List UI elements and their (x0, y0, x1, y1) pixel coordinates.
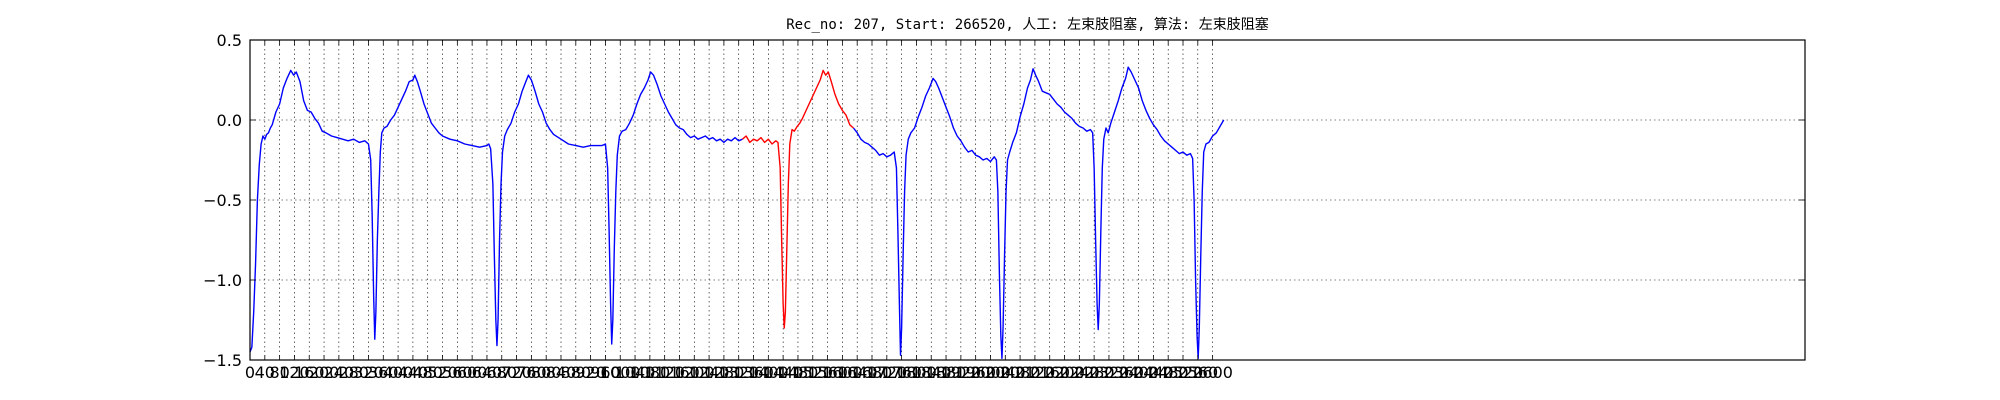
x-tick-label: 280 (338, 363, 369, 382)
x-tick-label: 1080 (629, 363, 670, 382)
highlighted-beat-line (741, 69, 854, 329)
x-tick-label: 1760 (881, 363, 922, 382)
x-tick-label: 2480 (1148, 363, 1189, 382)
x-tick-label: 960 (590, 363, 621, 382)
x-tick-label: 1000 (600, 363, 641, 382)
x-tick-label: 560 (442, 363, 473, 382)
x-tick-label: 120 (279, 363, 310, 382)
y-tick-label: 0.0 (217, 111, 242, 130)
x-tick-label: 360 (368, 363, 399, 382)
x-tick-label: 160 (294, 363, 325, 382)
x-tick-label: 800 (531, 363, 562, 382)
x-tick-label: 2120 (1015, 363, 1056, 382)
x-tick-label: 760 (516, 363, 547, 382)
y-tick-label: −0.5 (203, 191, 242, 210)
x-tick-label: 1480 (778, 363, 819, 382)
x-tick-label: 240 (324, 363, 355, 382)
x-tick-label: 1280 (704, 363, 745, 382)
x-tick-label: 2560 (1177, 363, 1218, 382)
x-tick-label: 1720 (866, 363, 907, 382)
x-tick-label: 1640 (837, 363, 878, 382)
x-tick-label: 2600 (1192, 363, 1233, 382)
x-tick-label: 600 (457, 363, 488, 382)
x-tick-label: 1680 (852, 363, 893, 382)
x-tick-label: 320 (353, 363, 384, 382)
x-tick-label: 2040 (985, 363, 1026, 382)
x-tick-label: 2000 (970, 363, 1011, 382)
x-tick-label: 2520 (1163, 363, 1204, 382)
x-tick-label: 2200 (1044, 363, 1085, 382)
x-tick-label: 640 (472, 363, 503, 382)
series-layer (249, 66, 1225, 360)
x-tick-label: 200 (309, 363, 340, 382)
x-tick-label: 1240 (689, 363, 730, 382)
x-tick-label: 1960 (955, 363, 996, 382)
x-tick-label: 1840 (911, 363, 952, 382)
x-tick-label: 2240 (1059, 363, 1100, 382)
x-tick-label: 1120 (644, 363, 685, 382)
x-tick-label: 1880 (926, 363, 967, 382)
x-tick-label: 1600 (822, 363, 863, 382)
x-tick-label: 1800 (896, 363, 937, 382)
ecg-signal-line (852, 66, 1225, 360)
x-tick-label: 1360 (733, 363, 774, 382)
x-tick-label: 40 (255, 363, 275, 382)
x-tick-label: 2280 (1074, 363, 1115, 382)
x-tick-label: 520 (427, 363, 458, 382)
x-tick-label: 880 (561, 363, 592, 382)
x-tick-label: 1320 (718, 363, 759, 382)
x-tick-label: 0 (245, 363, 255, 382)
x-tick-label: 1400 (748, 363, 789, 382)
ecg-signal-line (249, 69, 743, 353)
x-tick-label: 2080 (1000, 363, 1041, 382)
x-tick-label: 1920 (940, 363, 981, 382)
x-tick-label: 1440 (763, 363, 804, 382)
x-tick-label: 480 (412, 363, 443, 382)
x-tick-label: 80 (269, 363, 289, 382)
x-tick-label: 2320 (1089, 363, 1130, 382)
x-tick-label: 680 (486, 363, 517, 382)
y-tick-label: 0.5 (217, 31, 242, 50)
x-tick-label: 1520 (792, 363, 833, 382)
x-tick-label: 920 (575, 363, 606, 382)
x-tick-label: 2440 (1133, 363, 1174, 382)
tick-layer: 0 408012016020024028032036040044048052056… (203, 31, 1805, 382)
x-tick-label: 2400 (1118, 363, 1159, 382)
x-tick-label: 2360 (1103, 363, 1144, 382)
x-tick-label: 440 (398, 363, 429, 382)
x-tick-label: 840 (546, 363, 577, 382)
x-tick-label: 1560 (807, 363, 848, 382)
x-tick-label: 720 (501, 363, 532, 382)
x-tick-label: 2160 (1029, 363, 1070, 382)
x-tick-label: 400 (383, 363, 414, 382)
y-tick-label: −1.0 (203, 271, 242, 290)
y-tick-label: −1.5 (203, 351, 242, 370)
x-tick-label: 1160 (659, 363, 700, 382)
x-tick-label: 1200 (674, 363, 715, 382)
x-tick-label: 1040 (615, 363, 656, 382)
chart-title: Rec_no: 207, Start: 266520, 人工: 左束肢阻塞, 算… (786, 17, 1269, 33)
